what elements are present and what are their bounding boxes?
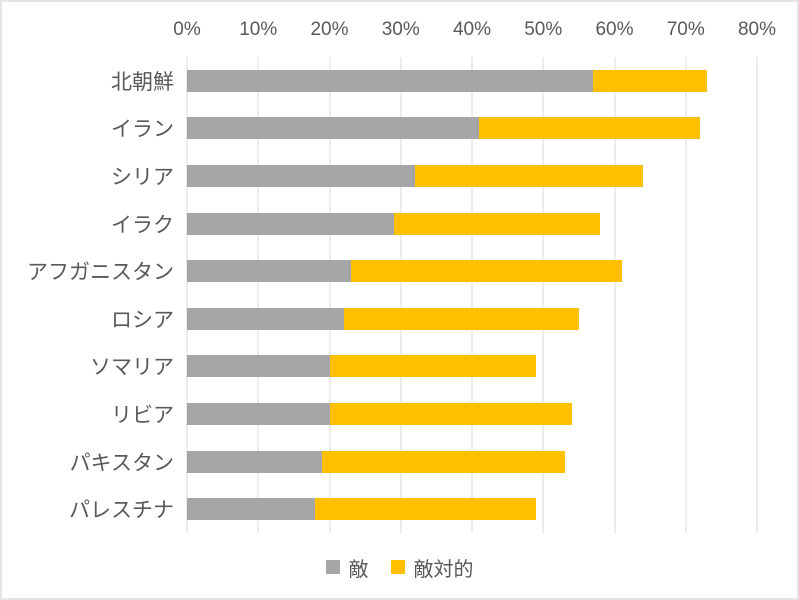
x-axis-tick: 10% — [239, 19, 278, 40]
bar-stack — [187, 69, 757, 92]
bar-segment-敵対的 — [315, 498, 537, 521]
bar-stack — [187, 498, 757, 521]
gridline — [685, 57, 687, 533]
bar-stack — [187, 402, 757, 425]
category-label: イラン — [111, 118, 174, 142]
gridline — [329, 57, 330, 533]
bar-segment-敵対的 — [329, 355, 537, 378]
category-label: パレスチナ — [69, 499, 174, 523]
gridline — [186, 57, 188, 533]
bar-segment-敵 — [187, 164, 415, 187]
bar-segment-敵対的 — [415, 164, 643, 187]
legend-label: 敵 — [348, 558, 369, 581]
bar-stack — [187, 450, 757, 473]
bar-segment-敵 — [187, 498, 316, 521]
bar-segment-敵 — [187, 355, 330, 378]
x-axis-tick: 40% — [452, 19, 492, 40]
legend-item: 敵対的 — [390, 553, 474, 582]
category-label: ロシア — [111, 308, 174, 332]
category-label: ソマリア — [90, 356, 174, 380]
gridline — [542, 57, 544, 533]
bar-row — [187, 343, 757, 391]
bar-segment-敵 — [187, 69, 594, 92]
x-axis-tick: 70% — [666, 19, 705, 40]
category-label: リビア — [111, 403, 174, 427]
category-axis: 北朝鮮イランシリアイラクアフガニスタンロシアソマリアリビアパキスタンパレスチナ — [2, 57, 174, 533]
bar-row — [187, 295, 757, 343]
legend-item: 敵 — [325, 553, 369, 582]
gridline — [257, 57, 259, 533]
category-label: 北朝鮮 — [111, 70, 174, 94]
bar-row — [187, 57, 757, 105]
bar-segment-敵 — [187, 307, 344, 330]
x-axis-tick: 60% — [595, 19, 634, 40]
bar-row — [187, 390, 757, 438]
bar-segment-敵対的 — [322, 450, 565, 473]
bar-stack — [187, 260, 757, 283]
bar-segment-敵対的 — [393, 212, 601, 235]
category-label: アフガニスタン — [27, 261, 174, 285]
x-axis-tick: 20% — [310, 19, 349, 40]
x-axis-tick: 80% — [737, 19, 777, 40]
category-label: パキスタン — [69, 451, 174, 475]
bar-row — [187, 247, 757, 295]
x-axis: 0% 10% 20% 30% 40% 50% 60% 70% 80% — [173, 2, 776, 57]
legend-swatch-icon — [390, 560, 405, 574]
bar-segment-敵対的 — [343, 307, 579, 330]
bar-stack — [187, 355, 757, 378]
x-axis-tick: 0% — [173, 19, 201, 40]
bar-row — [187, 485, 757, 533]
gridline — [614, 57, 615, 533]
bar-segment-敵 — [187, 212, 394, 235]
bar-segment-敵対的 — [350, 260, 622, 283]
bar-segment-敵対的 — [329, 402, 572, 425]
gridline — [756, 57, 758, 533]
legend-swatch-icon — [325, 560, 340, 574]
bar-row — [187, 438, 757, 486]
plot-area — [186, 57, 758, 533]
category-label: シリア — [111, 165, 174, 189]
bar-row — [187, 152, 757, 200]
bar-stack — [187, 212, 757, 235]
bar-row — [187, 105, 757, 153]
bar-segment-敵 — [187, 402, 330, 425]
bar-segment-敵 — [187, 450, 323, 473]
category-label: イラク — [111, 213, 174, 237]
legend: 敵 敵対的 — [2, 546, 797, 588]
bar-stack — [187, 164, 757, 187]
bar-segment-敵対的 — [593, 69, 708, 92]
bar-stack — [187, 307, 757, 330]
gridline — [400, 57, 402, 533]
x-axis-tick: 30% — [381, 19, 420, 40]
bar-row — [187, 200, 757, 248]
legend-label: 敵対的 — [413, 558, 474, 581]
bar-rows — [187, 57, 757, 533]
bar-segment-敵 — [187, 260, 351, 283]
bar-segment-敵 — [187, 117, 480, 140]
x-axis-tick: 50% — [524, 19, 563, 40]
gridline — [471, 57, 473, 533]
bar-stack — [187, 117, 757, 140]
bar-segment-敵対的 — [479, 117, 700, 140]
